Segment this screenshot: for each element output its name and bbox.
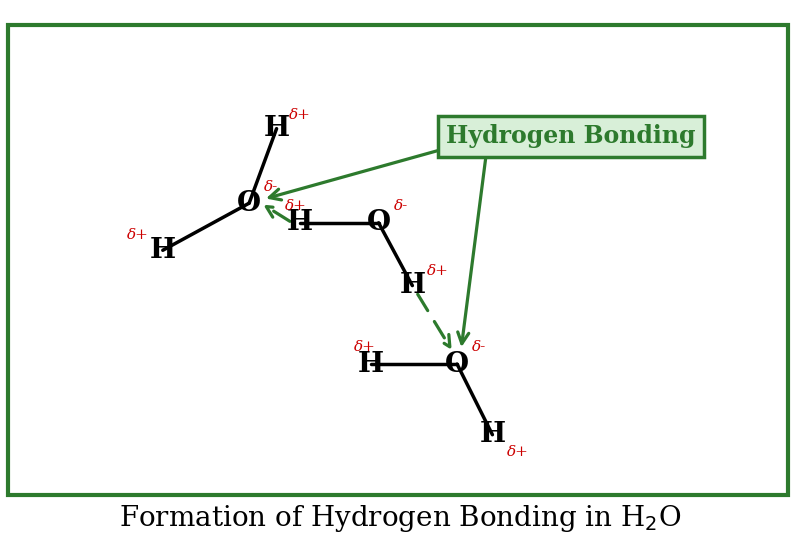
Text: Hydrogen Bonding: Hydrogen Bonding [446,124,696,148]
Text: δ-: δ- [264,180,278,195]
Text: δ+: δ+ [289,107,311,122]
Text: δ-: δ- [394,199,408,212]
Text: H: H [399,272,426,299]
Text: δ+: δ+ [286,199,307,212]
Text: δ+: δ+ [427,265,449,278]
Text: Formation of Hydrogen Bonding in H$_2$O: Formation of Hydrogen Bonding in H$_2$O [119,503,681,534]
Text: δ-: δ- [472,340,486,354]
Text: O: O [366,210,390,236]
Text: O: O [445,350,469,378]
Text: H: H [263,115,290,142]
Text: O: O [237,190,261,217]
Text: H: H [287,210,313,236]
Text: δ+: δ+ [126,228,149,241]
Text: δ+: δ+ [354,340,375,354]
Text: H: H [358,350,384,378]
Text: δ+: δ+ [507,445,530,459]
Text: H: H [150,237,176,264]
Text: H: H [479,421,506,448]
